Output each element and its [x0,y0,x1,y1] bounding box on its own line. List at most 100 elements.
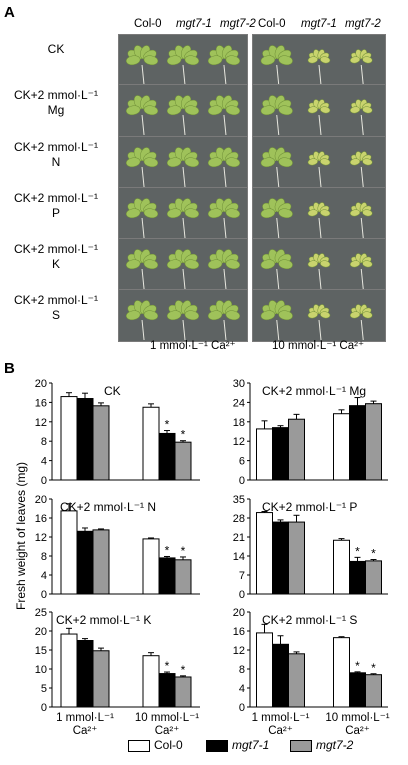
seedling [260,95,293,136]
seedling [349,151,373,188]
bar [92,650,110,708]
seedling [307,304,331,341]
y-tick-label: 6 [239,456,245,468]
significance-star: * [165,659,170,673]
ca-label-low: 1 mmol·L⁻¹ Ca²⁺ [150,340,236,352]
bar-chart-3: 0 7 14 21 28 35 CK+2 mmol·L⁻¹ P * * [233,494,388,601]
bar [158,673,176,708]
row-label-line2: P [51,206,60,220]
y-tick-label: 8 [41,551,47,563]
bar [365,674,382,708]
y-tick-label: 12 [35,417,47,429]
seedling [207,45,241,86]
bar [365,403,382,481]
seedling [166,198,200,239]
y-tick-label: 35 [233,494,245,506]
row-label-2: CK+2 mmol·L⁻¹ N [0,140,112,170]
seedling [125,198,159,239]
seedling-photo [118,34,248,87]
y-tick-label: 0 [239,702,245,714]
ca-label-high: 10 mmol·L⁻¹ Ca²⁺ [272,340,365,352]
y-tick-label: 8 [239,664,245,676]
seedling [260,249,293,290]
x-category-label-line1: 10 mmol·L⁻¹ [135,712,199,724]
seedling [307,151,331,188]
bar [174,559,192,595]
row-label-4: CK+2 mmol·L⁻¹ K [0,242,112,272]
x-category-label-line1: 1 mmol·L⁻¹ [56,712,114,724]
y-tick-label: 20 [35,378,47,390]
bar [76,530,94,595]
significance-star: * [181,663,186,677]
y-tick-label: 12 [233,436,245,448]
bar [76,640,94,708]
bar [333,637,350,708]
bar [256,632,273,708]
bar [256,428,273,481]
seedling [125,300,159,341]
bar [142,538,160,595]
seedling-photo [118,289,248,342]
bar [272,521,289,595]
x-category-label-line2: Ca²⁺ [268,725,293,737]
y-tick-label: 18 [233,417,245,429]
bar [92,405,110,481]
seedling [166,95,200,136]
bar [174,676,192,708]
chart-title: CK+2 mmol·L⁻¹ Mg [262,384,366,398]
chart-title: CK [104,384,121,398]
seedling [349,49,373,86]
header-col0-right: Col-0 [258,18,286,30]
bar [365,560,382,595]
chart-title: CK+2 mmol·L⁻¹ S [262,613,357,627]
seedling-photo [252,136,386,189]
y-tick-label: 0 [41,475,47,487]
row-label-5: CK+2 mmol·L⁻¹ S [0,293,112,323]
row-label-line1: CK+2 mmol·L⁻¹ [13,88,99,102]
row-label-0: CK [0,42,112,57]
bar [349,672,366,708]
header-mgt72-right: mgt7-2 [345,18,381,30]
seedling-photo [118,187,248,240]
y-tick-label: 4 [41,570,47,582]
bar [333,539,350,595]
significance-star: * [165,543,170,557]
bar [288,653,305,708]
legend-label-mgt72: mgt7-2 [316,738,354,752]
seedling [307,253,331,290]
bar [142,655,160,708]
seedling [125,147,159,188]
y-tick-label: 10 [35,664,47,676]
seedling-photo [118,238,248,291]
row-label-line1: CK+2 mmol·L⁻¹ [13,140,99,154]
chart-title: CK+2 mmol·L⁻¹ N [60,500,156,514]
seedling-photo [252,238,386,291]
x-category-label-line2: Ca²⁺ [345,725,370,737]
y-tick-label: 12 [35,532,47,544]
panel-a-letter: A [4,4,15,21]
y-tick-label: 16 [35,513,47,525]
seedling [125,45,159,86]
row-label-line2: K [51,257,60,271]
y-tick-label: 7 [239,570,245,582]
y-tick-label: 12 [233,645,245,657]
significance-star: * [355,544,360,558]
seedling [125,249,159,290]
bar-chart-2: 0 4 8 12 16 20 CK+2 mmol·L⁻¹ N * * [35,494,200,601]
seedling [207,147,241,188]
y-tick-label: 14 [233,551,245,563]
x-category-label-line2: Ca²⁺ [73,725,98,737]
y-tick-label: 4 [41,456,47,468]
x-category-label-line1: 1 mmol·L⁻¹ [252,712,310,724]
significance-star: * [371,661,376,675]
y-tick-label: 28 [233,513,245,525]
bar [142,406,160,481]
seedling [260,45,293,86]
header-col0-left: Col-0 [134,18,162,30]
y-tick-label: 30 [233,378,245,390]
y-tick-label: 16 [233,626,245,638]
row-label-line1: CK [47,42,65,56]
significance-star: * [371,547,376,561]
seedling-photo [252,187,386,240]
seedling-photo [252,289,386,342]
